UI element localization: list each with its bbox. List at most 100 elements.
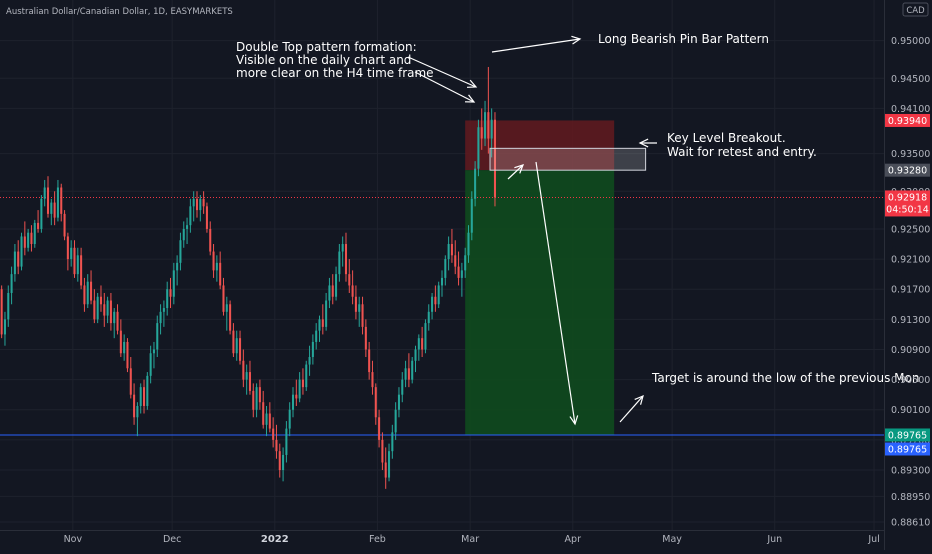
price-axis[interactable]: 0.950000.945000.941000.935000.930000.925…: [884, 0, 931, 550]
candle-body-51: [169, 289, 172, 297]
candle-body-107: [354, 296, 357, 312]
candle-body-7: [23, 236, 26, 248]
candle-body-27: [90, 281, 93, 301]
candle-body-112: [371, 372, 374, 388]
candle-body-26: [86, 281, 89, 305]
candle-body-142: [470, 198, 473, 233]
arrow-double-top-1-shaft: [407, 56, 477, 88]
candle-body-15: [50, 202, 53, 214]
candle-body-21: [70, 247, 73, 260]
chart-title: Australian Dollar/Canadian Dollar, 1D, E…: [6, 7, 233, 17]
y-tick-label-8: 0.91300: [891, 315, 930, 326]
candle-body-71: [235, 338, 238, 354]
candle-body-148: [490, 119, 493, 139]
price-label-text-4: 0.89765: [888, 444, 927, 455]
candle-body-137: [454, 255, 457, 267]
y-tick-label-14: 0.88950: [891, 492, 930, 503]
candle-body-31: [103, 304, 106, 316]
candle-body-134: [444, 259, 447, 278]
y-tick-label-0: 0.95000: [891, 36, 930, 47]
candle-body-108: [358, 304, 361, 312]
candle-body-111: [368, 349, 371, 373]
candle-body-0: [0, 289, 3, 335]
candle-body-96: [318, 319, 321, 331]
candle-body-131: [434, 296, 437, 305]
annotation-double-top-line-3: more clear on the H4 time frame: [236, 66, 434, 80]
price-line-layer: [0, 196, 884, 436]
candle-body-98: [325, 300, 328, 327]
candle-body-127: [421, 338, 424, 350]
candle-body-38: [126, 341, 129, 369]
candle-body-8: [27, 232, 30, 248]
candle-body-123: [407, 368, 410, 380]
candle-body-93: [308, 357, 311, 365]
arrow-target-move-shaft: [535, 161, 576, 425]
candle-body-48: [159, 311, 162, 324]
candle-body-105: [348, 274, 351, 286]
candle-body-6: [20, 236, 23, 267]
x-tick-label-7: Jun: [766, 534, 782, 545]
candle-body-34: [113, 311, 116, 324]
candle-body-55: [182, 228, 185, 241]
candle-body-92: [305, 364, 308, 388]
candle-body-124: [411, 360, 414, 380]
candle-body-145: [480, 127, 483, 139]
candle-body-106: [351, 285, 354, 297]
candle-body-13: [43, 187, 46, 199]
candle-body-35: [116, 311, 119, 331]
price-label-text-3: 0.89765: [888, 430, 927, 441]
candle-body-33: [109, 300, 112, 324]
position-zone-layer: [465, 120, 615, 435]
candle-body-97: [321, 319, 324, 327]
candle-body-139: [460, 270, 463, 278]
candle-body-79: [262, 402, 265, 425]
candle-body-80: [265, 413, 268, 425]
candle-body-70: [232, 330, 235, 354]
candle-body-4: [13, 251, 16, 275]
candle-body-110: [364, 326, 367, 350]
price-label-text-2: 0.92918: [888, 192, 927, 203]
time-axis[interactable]: Nov Dec 2022 Feb Mar Apr May Jun Jul: [0, 530, 884, 546]
annotation-key-level: Key Level Breakout. Wait for retest and …: [667, 131, 817, 159]
candle-body-2: [7, 292, 10, 320]
candle-body-77: [255, 387, 258, 410]
candle-body-46: [152, 349, 155, 354]
candle-body-24: [80, 255, 83, 286]
candle-body-57: [189, 206, 192, 226]
x-tick-label-1: Dec: [163, 534, 181, 545]
candle-body-53: [176, 262, 179, 271]
candle-body-40: [133, 394, 136, 418]
candle-body-28: [93, 300, 96, 320]
candle-body-16: [53, 202, 56, 218]
candle-body-63: [209, 228, 212, 252]
candle-body-47: [156, 323, 159, 350]
candle-body-68: [225, 304, 228, 312]
x-tick-label-2: 2022: [261, 534, 289, 545]
annotation-key-level-line-1: Key Level Breakout.: [667, 131, 786, 145]
candle-body-61: [202, 198, 205, 207]
candle-body-14: [46, 187, 50, 214]
currency-badge[interactable]: CAD: [902, 2, 929, 17]
candle-body-12: [40, 198, 43, 229]
candle-body-75: [248, 372, 251, 391]
arrow-target-note-shaft: [619, 395, 644, 423]
candle-body-141: [467, 232, 470, 256]
candle-body-22: [73, 247, 76, 275]
candle-body-122: [404, 368, 407, 380]
candle-body-44: [146, 375, 149, 406]
y-tick-label-5: 0.92500: [891, 224, 930, 235]
candle-body-37: [123, 341, 126, 354]
candle-body-19: [63, 213, 66, 237]
candle-body-36: [119, 330, 122, 354]
candle-body-101: [335, 274, 338, 297]
x-tick-label-6: May: [662, 534, 682, 545]
y-tick-label-10: 0.90500: [891, 375, 930, 386]
candle-body-130: [431, 296, 434, 312]
candle-body-94: [311, 341, 314, 358]
candle-body-67: [222, 285, 225, 312]
candle-body-109: [361, 304, 364, 327]
candle-body-25: [83, 285, 86, 305]
candle-body-90: [298, 379, 301, 399]
